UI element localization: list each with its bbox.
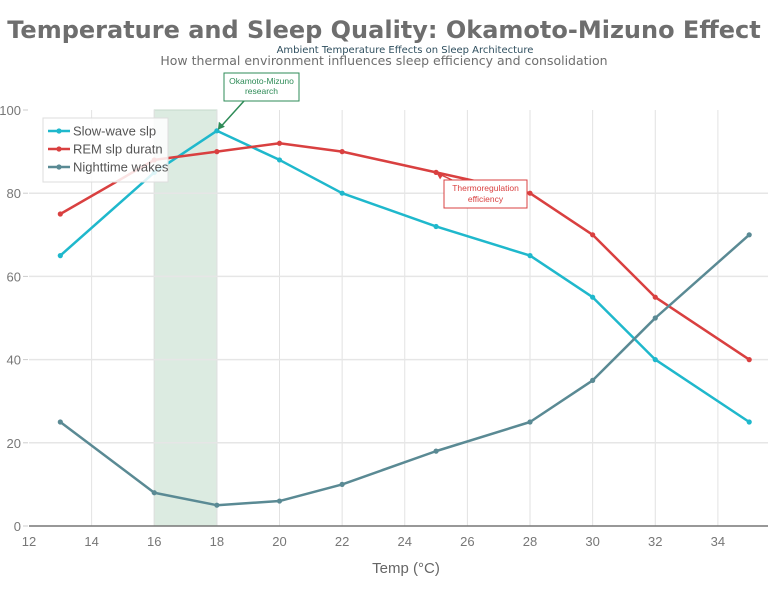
data-point <box>746 419 752 425</box>
arrow-head-icon <box>436 172 445 180</box>
legend-item: Nighttime wakes <box>48 160 169 175</box>
data-point <box>527 190 533 196</box>
data-point <box>276 140 283 146</box>
x-tick-label: 28 <box>523 534 537 549</box>
x-tick-label: 26 <box>460 534 474 549</box>
data-point <box>590 232 596 238</box>
series-nighttime-wakes <box>57 232 752 508</box>
data-point <box>339 190 345 196</box>
annotation-text: Thermoregulation <box>452 183 519 193</box>
data-point <box>652 357 658 363</box>
y-tick-label: 80 <box>7 186 21 201</box>
data-point <box>746 232 752 238</box>
legend-label: Nighttime wakes <box>73 160 169 175</box>
data-point <box>57 419 63 425</box>
chart-subtitle: Ambient Temperature Effects on Sleep Arc… <box>277 45 534 56</box>
data-point <box>746 357 752 363</box>
data-point <box>527 253 533 259</box>
x-tick-label: 32 <box>648 534 662 549</box>
y-tick-label: 40 <box>7 353 21 368</box>
annotation-text: research <box>245 86 278 96</box>
series-rem-slp-duratn <box>57 140 752 363</box>
chart-title: Temperature and Sleep Quality: Okamoto-M… <box>7 16 761 44</box>
data-point <box>339 481 345 487</box>
x-tick-label: 24 <box>398 534 412 549</box>
data-point <box>433 223 439 230</box>
legend-label: Slow-wave slp <box>73 124 156 139</box>
legend-marker <box>56 146 62 152</box>
x-tick-label: 20 <box>272 534 286 549</box>
x-tick-label: 34 <box>711 534 725 549</box>
y-tick-label: 100 <box>0 103 21 118</box>
annotation-text: Okamoto-Mizuno <box>229 76 294 86</box>
data-point <box>276 498 283 504</box>
annotation-arrow <box>218 100 245 130</box>
x-tick-label: 16 <box>147 534 161 549</box>
data-point <box>214 149 220 155</box>
legend-marker <box>56 164 62 170</box>
x-tick-label: 22 <box>335 534 349 549</box>
data-point <box>433 448 439 454</box>
data-point <box>339 149 345 155</box>
data-point <box>590 294 596 300</box>
x-axis-label: Temp (°C) <box>372 560 440 577</box>
series-line <box>59 142 750 361</box>
x-tick-label: 14 <box>84 534 98 549</box>
x-tick-label: 18 <box>210 534 224 549</box>
annotation-text: efficiency <box>468 194 504 204</box>
chart-caption: How thermal environment influences sleep… <box>160 53 607 68</box>
legend-label: REM slp duratn <box>73 142 163 157</box>
annotation-box <box>223 72 300 102</box>
arrow-head-icon <box>217 121 225 130</box>
annotation-box <box>443 179 528 209</box>
y-tick-label: 60 <box>7 269 21 284</box>
y-tick-label: 0 <box>14 519 21 534</box>
legend-item: Slow-wave slp <box>48 124 156 139</box>
series-line <box>59 233 751 507</box>
data-point <box>590 377 596 383</box>
data-point <box>652 315 658 321</box>
data-point <box>276 157 283 163</box>
legend: Slow-wave slp REM slp duratn Nighttime wak… <box>42 117 169 183</box>
x-tick-label: 30 <box>585 534 599 549</box>
data-point <box>57 211 63 217</box>
data-point <box>527 419 533 425</box>
x-tick-label: 12 <box>22 534 36 549</box>
series-line <box>59 129 750 424</box>
legend-marker <box>56 128 62 134</box>
data-point <box>652 294 658 300</box>
legend-item: REM slp duratn <box>48 142 163 157</box>
y-tick-label: 20 <box>7 436 21 451</box>
data-point <box>214 502 220 508</box>
data-point <box>151 490 157 496</box>
data-point <box>57 253 63 259</box>
